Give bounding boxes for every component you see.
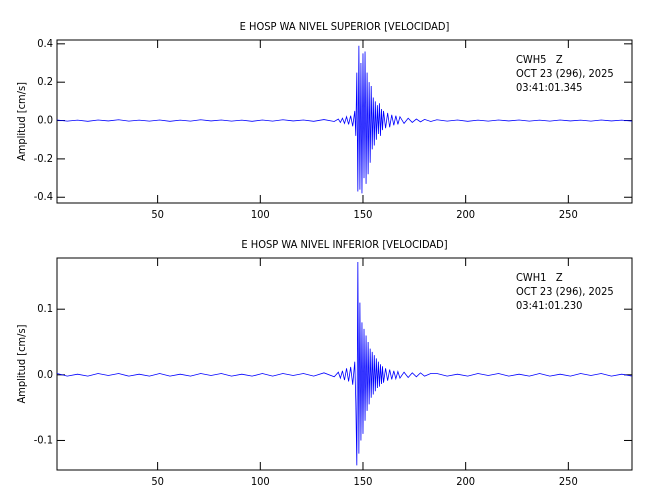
y-tick-label: 0.0 bbox=[37, 368, 53, 381]
plot-frame bbox=[56, 257, 633, 471]
x-tick-label: 100 bbox=[251, 208, 270, 221]
y-axis-label: Amplitud [cm/s] bbox=[15, 82, 28, 161]
x-tick-label: 150 bbox=[354, 208, 373, 221]
waveform bbox=[56, 45, 633, 194]
x-tick-label: 50 bbox=[151, 475, 164, 488]
x-tick-label: 50 bbox=[151, 208, 164, 221]
y-axis-label: Amplitud [cm/s] bbox=[15, 324, 28, 403]
x-tick-label: 200 bbox=[456, 208, 475, 221]
x-tick-label: 250 bbox=[559, 475, 578, 488]
x-tick-label: 250 bbox=[559, 208, 578, 221]
annotation: 03:41:01.345 bbox=[516, 81, 582, 94]
annotation: OCT 23 (296), 2025 bbox=[516, 67, 614, 80]
waveform bbox=[56, 261, 633, 466]
annotation: CWH5 Z bbox=[516, 53, 563, 66]
y-tick-label: -0.4 bbox=[34, 190, 53, 203]
x-tick-label: 150 bbox=[354, 475, 373, 488]
y-tick-label: 0.2 bbox=[37, 75, 53, 88]
annotation: CWH1 Z bbox=[516, 271, 563, 284]
x-tick-label: 100 bbox=[251, 475, 270, 488]
y-tick-label: -0.2 bbox=[34, 152, 53, 165]
y-tick-label: 0.0 bbox=[37, 114, 53, 127]
annotation: OCT 23 (296), 2025 bbox=[516, 285, 614, 298]
chart-title: E HOSP WA NIVEL SUPERIOR [VELOCIDAD] bbox=[240, 20, 450, 33]
annotation: 03:41:01.230 bbox=[516, 299, 582, 312]
chart-title: E HOSP WA NIVEL INFERIOR [VELOCIDAD] bbox=[241, 238, 447, 251]
y-tick-label: 0.1 bbox=[37, 302, 53, 315]
y-tick-label: -0.1 bbox=[34, 433, 53, 446]
plot-frame bbox=[56, 39, 633, 204]
x-tick-label: 200 bbox=[456, 475, 475, 488]
y-tick-label: 0.4 bbox=[37, 37, 53, 50]
